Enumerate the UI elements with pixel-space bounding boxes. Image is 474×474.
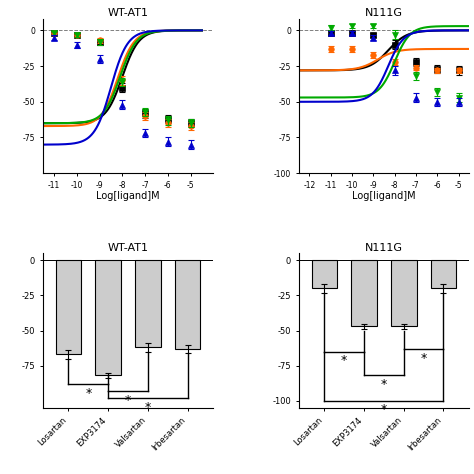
Bar xyxy=(95,260,121,375)
Text: *: * xyxy=(341,355,347,367)
Title: N111G: N111G xyxy=(365,8,403,18)
Bar xyxy=(391,260,417,326)
Title: WT-AT1: WT-AT1 xyxy=(108,243,148,253)
Bar xyxy=(55,260,82,355)
Bar xyxy=(174,260,201,349)
Title: WT-AT1: WT-AT1 xyxy=(108,8,148,18)
X-axis label: Log[ligand]M: Log[ligand]M xyxy=(96,191,160,201)
Title: N111G: N111G xyxy=(365,243,403,253)
Text: *: * xyxy=(85,387,91,400)
Text: *: * xyxy=(420,352,427,365)
X-axis label: Log[ligand]M: Log[ligand]M xyxy=(352,191,416,201)
Bar xyxy=(430,260,456,289)
Text: *: * xyxy=(145,401,151,414)
Text: *: * xyxy=(381,403,387,417)
Text: *: * xyxy=(381,378,387,391)
Bar xyxy=(135,260,161,347)
Bar xyxy=(351,260,377,326)
Bar xyxy=(311,260,337,289)
Text: *: * xyxy=(125,393,131,407)
